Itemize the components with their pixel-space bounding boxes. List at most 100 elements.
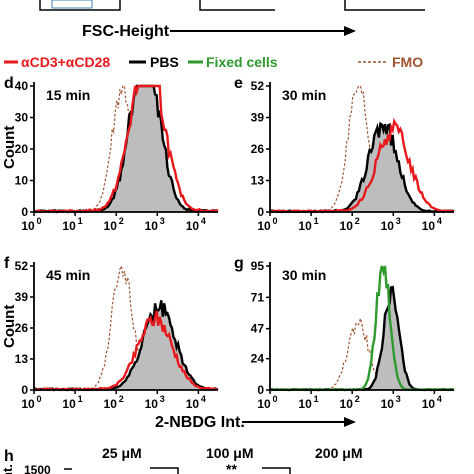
panel-g-xtick-label: 10: [422, 397, 436, 411]
panel-e-letter: e: [234, 75, 243, 92]
panel-g-title: 30 min: [282, 267, 326, 283]
panel-e-ytick-label: 0: [257, 205, 264, 219]
top-strip-xlabel: FSC-Height: [82, 23, 170, 40]
panel-g-pbs-curve: [269, 285, 455, 392]
panel-f-ylabel: Count: [1, 305, 18, 348]
panel-f-pbs-curve: [33, 300, 219, 392]
panel-h-conc-1: 25 μM: [102, 445, 142, 461]
panel-g-xtick-exponent: 0: [272, 394, 277, 404]
panel-f-xtick-exponent: 3: [160, 394, 165, 404]
panel-d-ytick-label: 10: [15, 174, 29, 188]
shared-xlabel: 2-NBDG Int.: [155, 414, 245, 431]
panel-g-fixed-curve: [269, 265, 455, 392]
panel-f-xtick-label: 10: [104, 397, 118, 411]
panel-f-xtick-label: 10: [21, 397, 35, 411]
panel-e-xtick-label: 10: [298, 219, 312, 233]
panel-g-ytick-label: 24: [251, 352, 265, 366]
panel-g-xtick-label: 10: [298, 397, 312, 411]
panel-e-xtick-exponent: 1: [314, 216, 319, 226]
top-strip-arrowhead: [344, 26, 356, 36]
panel-h: h 25 μM 100 μM 200 μM ** nt. 1500: [0, 445, 362, 474]
panel-f-ytick-label: 13: [15, 352, 29, 366]
top-strip-left-panel-edge: [39, 0, 121, 11]
panel-g-pbs-fill: [270, 287, 454, 390]
panel-g-letter: g: [234, 255, 244, 272]
panel-h-ylabel-partial: nt.: [0, 464, 15, 474]
panel-d-xtick-exponent: 0: [36, 216, 41, 226]
panel-d-xtick-label: 10: [62, 219, 76, 233]
panel-d-ytick-label: 0: [21, 205, 28, 219]
panel-e-ytick-label: 13: [251, 174, 265, 188]
panel-f-xtick-label: 10: [186, 397, 200, 411]
panel-d-xtick-exponent: 1: [78, 216, 83, 226]
panel-g-xtick-exponent: 1: [314, 394, 319, 404]
panel-g-ytick-label: 47: [251, 322, 265, 336]
panel-f-ytick-label: 26: [15, 321, 29, 335]
panel-e-xtick-label: 10: [381, 219, 395, 233]
panel-g-fmo-curve: [269, 316, 455, 391]
panel-d-ylabel: Count: [1, 126, 18, 169]
panel-d-ytick-label: 40: [15, 79, 29, 93]
panel-d-xtick-label: 10: [186, 219, 200, 233]
panel-d-xtick-exponent: 4: [201, 216, 206, 226]
top-strip-mid-panel-edge: [199, 0, 275, 11]
panel-g-ytick-label: 71: [251, 290, 265, 304]
panel-g-ytick-label: 95: [251, 259, 265, 273]
panel-d-ytick-label: 30: [15, 111, 29, 125]
panel-g-xtick-exponent: 2: [355, 394, 360, 404]
panel-h-conc-2: 100 μM: [206, 445, 253, 461]
panel-f-letter: f: [4, 255, 10, 272]
panel-e-stim-curve: [269, 117, 455, 214]
panel-e-xtick-exponent: 2: [355, 216, 360, 226]
panel-f-xtick-exponent: 0: [36, 394, 41, 404]
panel-g-xtick-exponent: 3: [396, 394, 401, 404]
panel-f-xtick-exponent: 1: [78, 394, 83, 404]
legend-label-fixed: Fixed cells: [206, 54, 278, 70]
legend-label-fmo: FMO: [392, 54, 423, 70]
panel-e-xtick-exponent: 4: [437, 216, 442, 226]
panel-d-xtick-exponent: 3: [160, 216, 165, 226]
panel-h-bracket-2: [262, 467, 291, 474]
panel-f-ytick-label: 0: [21, 383, 28, 397]
panel-f-title: 45 min: [46, 267, 90, 283]
panel-g-xtick-label: 10: [381, 397, 395, 411]
legend-label-pbs: PBS: [150, 54, 179, 70]
panel-d-xtick-label: 10: [21, 219, 35, 233]
panel-e-ytick-label: 52: [251, 79, 265, 93]
panel-d-xtick-exponent: 2: [119, 216, 124, 226]
panel-f-xtick-label: 10: [62, 397, 76, 411]
panel-g-ytick-label: 0: [257, 383, 264, 397]
panel-f-xtick-exponent: 4: [201, 394, 206, 404]
panel-h-conc-3: 200 μM: [315, 445, 362, 461]
panel-g-xtick-label: 10: [257, 397, 271, 411]
panel-e-xtick-label: 10: [257, 219, 271, 233]
legend-label-stim: αCD3+αCD28: [21, 54, 110, 70]
legend: αCD3+αCD28 PBS Fixed cells FMO: [4, 54, 423, 70]
panel-e-xtick-label: 10: [340, 219, 354, 233]
panel-e-xtick-exponent: 0: [272, 216, 277, 226]
panel-d-xtick-label: 10: [145, 219, 159, 233]
panel-g-xtick-exponent: 4: [437, 394, 442, 404]
panel-f-xtick-exponent: 2: [119, 394, 124, 404]
panel-f-pbs-fill: [34, 300, 218, 390]
panel-d-ytick-label: 20: [15, 142, 29, 156]
panel-h-letter: h: [4, 448, 14, 465]
panel-h-ytick: 1500: [24, 463, 51, 474]
top-strip: FSC-Height: [39, 0, 425, 40]
panel-f-ytick-label: 52: [15, 259, 29, 273]
panel-e-xtick-label: 10: [422, 219, 436, 233]
shared-xlabel-group: 2-NBDG Int.: [155, 414, 356, 431]
panel-d-xtick-label: 10: [104, 219, 118, 233]
panel-d-letter: d: [4, 75, 14, 92]
top-strip-left-gate: [51, 0, 93, 9]
panel-e-ytick-label: 26: [251, 142, 265, 156]
panel-h-bracket-1: [150, 467, 179, 474]
panel-h-significance: **: [226, 461, 237, 474]
panel-e-title: 30 min: [282, 87, 326, 103]
